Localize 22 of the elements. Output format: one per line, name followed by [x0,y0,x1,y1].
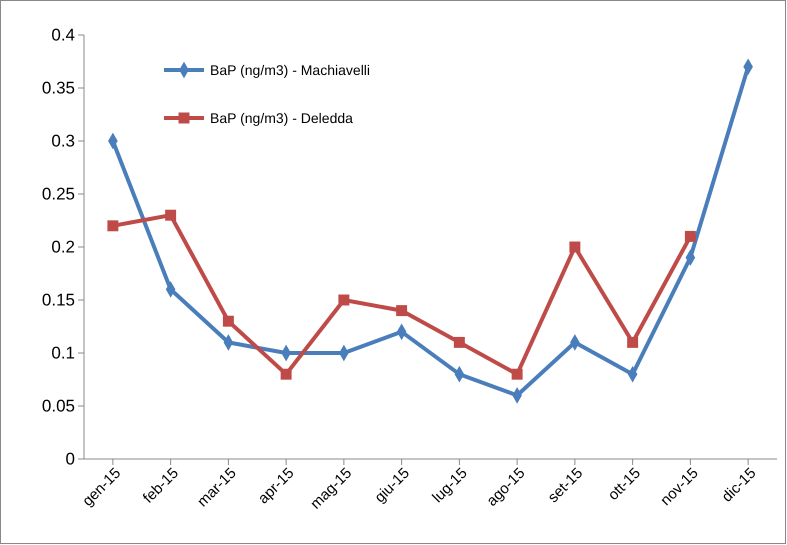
point [107,220,118,232]
point [280,368,292,380]
point [396,305,408,316]
point [627,336,638,348]
point [222,316,234,327]
point [165,210,176,221]
point [454,336,465,348]
legend-label: BaP (ng/m3) - Machiavelli [210,62,370,78]
point [684,230,696,242]
y-tick-label: 0.25 [42,184,75,204]
y-tick-label: 0.3 [51,131,75,150]
y-tick-label: 0.2 [51,237,75,256]
y-tick-label: 0.05 [42,396,75,416]
y-tick-label: 0.4 [51,25,75,44]
y-tick-label: 0.15 [42,290,75,310]
y-tick-label: 0 [66,449,75,468]
y-tick-label: 0.35 [42,78,75,98]
point [569,242,580,252]
point [512,368,523,380]
y-tick-label: 0.1 [51,343,75,362]
point [338,294,350,306]
legend-label: BaP (ng/m3) - Deledda [210,110,354,126]
